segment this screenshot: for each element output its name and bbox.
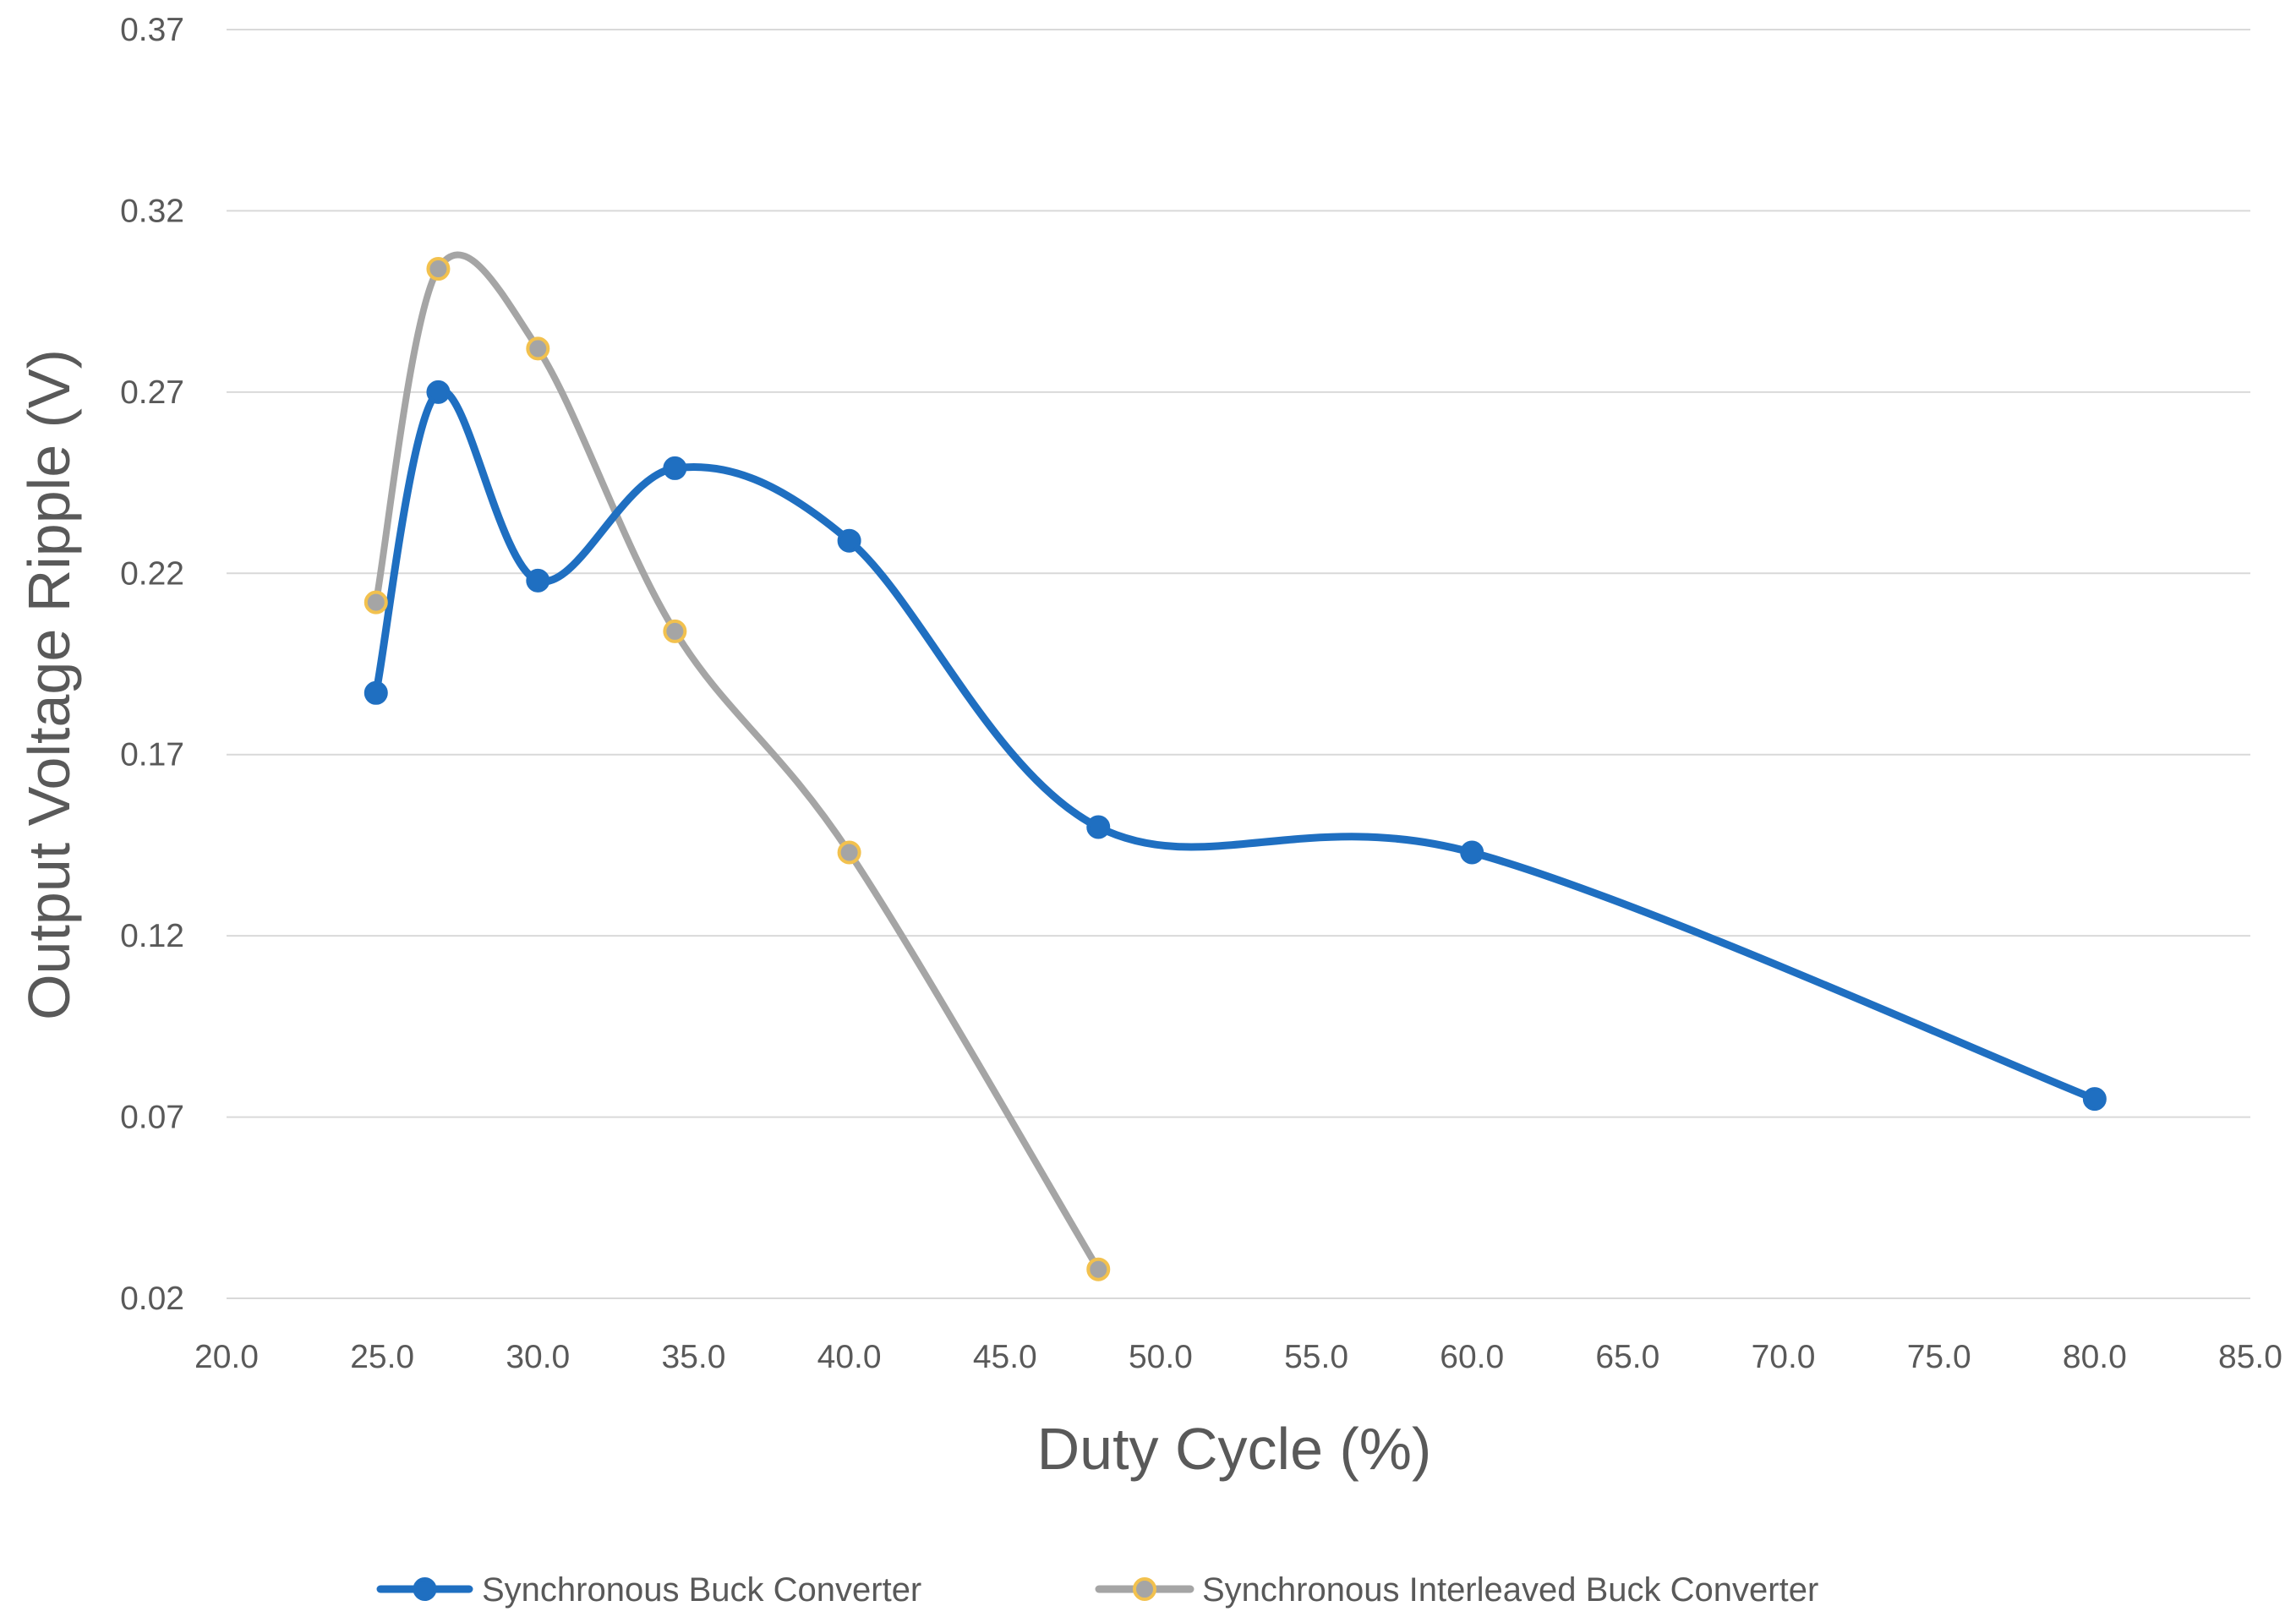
- data-point-synchronous-buck: [526, 568, 550, 593]
- y-tick-label: 0.27: [120, 374, 184, 411]
- legend-item: Synchronous Interleaved Buck Converter: [1095, 1571, 1818, 1609]
- x-axis-ticks: 20.0 25.0 30.0 35.0 40.0 45.0 50.0 55.0 60.0 65.0…: [194, 1339, 2282, 1375]
- x-tick-label: 60.0: [1440, 1339, 1504, 1375]
- y-tick-label: 0.37: [120, 12, 184, 48]
- legend-swatch-marker: [1133, 1577, 1156, 1601]
- y-tick-label: 0.02: [120, 1281, 184, 1317]
- data-point-synchronous-interleaved-buck: [426, 257, 451, 281]
- data-point-synchronous-interleaved-buck: [1086, 1257, 1111, 1281]
- data-point-synchronous-buck: [1086, 815, 1111, 839]
- x-tick-label: 40.0: [817, 1339, 882, 1375]
- data-point-synchronous-buck: [663, 456, 687, 480]
- data-point-synchronous-buck: [1460, 840, 1484, 865]
- x-tick-label: 50.0: [1129, 1339, 1193, 1375]
- series-line-synchronous-buck: [372, 386, 2099, 1103]
- x-tick-label: 30.0: [506, 1339, 570, 1375]
- legend-label: Synchronous Interleaved Buck Converter: [1202, 1571, 1818, 1609]
- y-tick-label: 0.07: [120, 1100, 184, 1136]
- x-tick-label: 65.0: [1595, 1339, 1659, 1375]
- y-axis-title: Output Voltage Ripple (V): [16, 349, 82, 1020]
- series-markers: [364, 257, 2107, 1281]
- legend-swatch-marker: [413, 1577, 437, 1601]
- x-tick-label: 25.0: [350, 1339, 414, 1375]
- data-point-synchronous-interleaved-buck: [837, 840, 861, 865]
- y-tick-label: 0.32: [120, 193, 184, 229]
- x-tick-label: 45.0: [973, 1339, 1037, 1375]
- x-tick-label: 80.0: [2063, 1339, 2127, 1375]
- data-point-synchronous-buck: [837, 528, 861, 553]
- y-tick-label: 0.12: [120, 918, 184, 954]
- x-axis-title: Duty Cycle (%): [1037, 1416, 1432, 1482]
- data-point-synchronous-interleaved-buck: [364, 590, 388, 615]
- data-point-synchronous-interleaved-buck: [663, 619, 687, 643]
- y-tick-label: 0.22: [120, 555, 184, 592]
- x-tick-label: 70.0: [1752, 1339, 1816, 1375]
- data-point-synchronous-interleaved-buck: [526, 336, 550, 361]
- legend: Synchronous Buck Converter Synchronous In…: [376, 1571, 1818, 1609]
- series-line-synchronous-interleaved-buck: [372, 251, 1102, 1273]
- y-axis-ticks: 0.02 0.07 0.12 0.17 0.22 0.27 0.32 0.37: [120, 12, 184, 1317]
- x-tick-label: 75.0: [1907, 1339, 1971, 1375]
- x-tick-label: 55.0: [1284, 1339, 1348, 1375]
- legend-label: Synchronous Buck Converter: [482, 1571, 921, 1609]
- data-point-synchronous-buck: [364, 680, 388, 705]
- legend-item: Synchronous Buck Converter: [376, 1571, 921, 1609]
- x-tick-label: 20.0: [194, 1339, 259, 1375]
- data-point-synchronous-buck: [426, 380, 451, 404]
- x-tick-label: 35.0: [662, 1339, 726, 1375]
- y-tick-label: 0.17: [120, 737, 184, 773]
- gridlines: [227, 29, 2250, 1299]
- x-tick-label: 85.0: [2218, 1339, 2282, 1375]
- data-point-synchronous-buck: [2082, 1087, 2107, 1112]
